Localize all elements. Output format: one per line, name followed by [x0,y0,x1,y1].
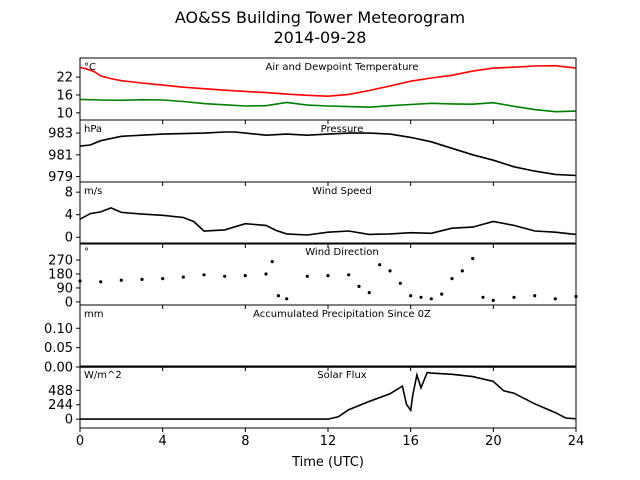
y-tick-label: 22 [56,71,73,86]
panel-temp: 10 16 22 °C Air and Dewpoint Temperature [56,57,577,124]
x-axis-label: Time (UTC) [291,455,364,470]
wind_direction-point [326,274,330,278]
panel-title: Solar Flux [317,370,367,381]
y-tick-label: 981 [48,148,73,163]
y-tick-label: 180 [48,268,73,283]
wind_direction-point [264,272,268,276]
chart-subtitle: 2014-09-28 [273,28,367,47]
wind_direction-point [347,273,351,277]
y-tick-label: 244 [48,398,73,413]
wind_direction-point [357,284,361,288]
wind_direction-point [270,260,274,264]
panel-precip: 0.00 0.05 0.10 mm Accumulated Precipitation … [44,304,577,376]
temp-series-line-1 [79,98,577,113]
wind_direction-point [419,295,423,299]
wind_direction-point [398,281,402,285]
wind_direction-point [223,274,227,278]
panel-unit-label: ° [84,247,89,258]
panel-unit-label: mm [84,309,103,320]
panel-unit-label: °C [84,62,96,73]
panel-wind_speed: 0 4 8 m/s Wind Speed [65,181,577,248]
y-tick-label: 10 [56,106,73,121]
wind_direction-point [99,280,103,284]
pressure-series-line-0 [79,131,577,177]
y-tick-label: 979 [48,170,73,185]
wind_direction-point [388,269,392,273]
wind_direction-point [450,277,454,281]
wind_direction-point [285,297,289,301]
y-tick-label: 0.00 [44,361,73,376]
wind_direction-point [378,263,382,267]
y-tick-label: 0.05 [44,341,73,356]
wind_direction-point [161,277,165,281]
chart-title: AO&SS Building Tower Meteorogram [174,8,466,27]
x-tick-label: 20 [485,434,502,449]
wind_direction-point [481,295,485,299]
panel-title: Accumulated Precipitation Since 0Z [253,309,431,320]
wind_direction-point [243,274,247,278]
solar-series-line-0 [80,371,577,420]
panel-unit-label: m/s [84,186,102,197]
wind_speed-series-line-0 [79,207,577,236]
x-tick-label: 8 [241,434,249,449]
y-tick-label: 4 [65,208,73,223]
panel-title: Air and Dewpoint Temperature [266,62,419,73]
wind_direction-point [429,297,433,301]
panel-title: Wind Speed [312,186,372,197]
wind_direction-point [181,275,185,279]
wind_direction-point [409,294,413,298]
wind_direction-point [512,295,516,299]
wind_direction-point [202,273,206,277]
wind_direction-point [367,291,371,295]
y-tick-label: 0.10 [44,322,73,337]
x-tick-label: 16 [402,434,419,449]
y-tick-label: 90 [56,281,73,296]
y-tick-label: 16 [56,88,73,103]
y-tick-label: 983 [48,127,73,142]
y-tick-label: 0 [65,231,73,246]
temp-series-line-0 [79,64,577,98]
wind_direction-point [276,294,280,298]
wind_direction-point [491,298,495,302]
panel-pressure: 979 981 983 hPa Pressure [48,119,577,186]
y-tick-label: 270 [48,254,73,269]
x-tick-label: 0 [76,434,84,449]
x-tick-label: 4 [159,434,167,449]
wind_direction-point [305,274,309,278]
wind_direction-point [553,297,557,301]
wind_direction-point [440,292,444,296]
wind_direction-point [460,269,464,273]
y-tick-label: 0 [65,295,73,310]
wind_direction-point [140,277,144,281]
panel-unit-label: hPa [84,124,102,135]
y-tick-label: 8 [65,186,73,201]
x-tick-label: 24 [568,434,585,449]
x-tick-label: 12 [320,434,337,449]
wind_direction-point [533,294,537,298]
wind_direction-point [471,256,475,261]
panel-unit-label: W/m^2 [84,370,122,381]
panel-title: Wind Direction [305,247,379,258]
y-tick-label: 488 [48,384,73,399]
y-tick-label: 0 [65,413,73,428]
panel-title: Pressure [321,124,364,135]
wind_direction-point [119,278,123,282]
